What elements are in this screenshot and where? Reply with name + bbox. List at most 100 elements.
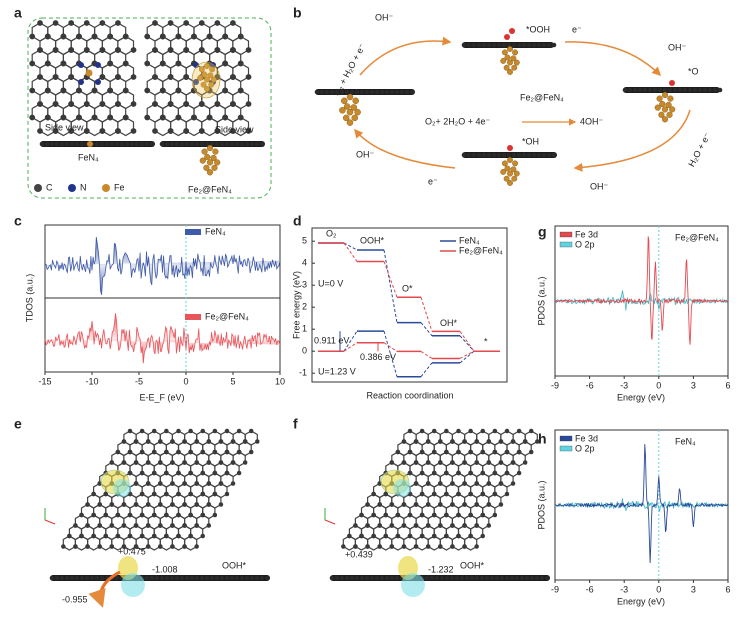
carbon-atom xyxy=(486,523,492,528)
connector xyxy=(343,330,358,352)
side-atom xyxy=(179,141,185,147)
carbon-atom xyxy=(389,460,395,465)
panel-e xyxy=(44,428,270,597)
carbon-atom xyxy=(152,428,157,434)
carbon-atom xyxy=(145,544,151,549)
carbon-atom xyxy=(425,481,431,486)
side-atom xyxy=(514,575,520,581)
side-atom xyxy=(244,141,250,147)
fe-atom xyxy=(341,97,348,105)
fe-center xyxy=(85,69,93,77)
fe-atom xyxy=(661,106,669,113)
side-atom xyxy=(164,575,170,581)
axis-glyph xyxy=(324,519,336,525)
carbon-atom xyxy=(419,428,425,434)
carbon-atom xyxy=(468,449,473,455)
axis-label: Energy (eV) xyxy=(617,596,665,606)
label: OH⁻ xyxy=(590,181,609,191)
carbon-atom xyxy=(438,439,443,444)
side-atom xyxy=(439,575,445,581)
carbon-atom xyxy=(167,47,174,53)
carbon-atom xyxy=(91,87,98,94)
arrow xyxy=(573,109,691,172)
legend-swatch xyxy=(185,229,201,235)
carbon-atom xyxy=(175,114,182,121)
side-atom xyxy=(229,575,235,581)
side-atom xyxy=(389,89,395,95)
side-atom xyxy=(489,575,495,581)
carbon-atom xyxy=(182,502,187,507)
fe-atom xyxy=(667,95,674,102)
side-atom xyxy=(364,575,370,581)
carbon-atom xyxy=(91,533,96,539)
carbon-atom xyxy=(341,544,346,549)
side-atom xyxy=(399,89,405,95)
side-atom xyxy=(99,575,105,581)
label: Fe₂@FeN₄ xyxy=(188,184,232,194)
side-atom xyxy=(491,42,497,48)
carbon-atom xyxy=(109,460,115,465)
fe-atom xyxy=(659,100,666,108)
carbon-atom xyxy=(175,60,182,67)
carbon-atom xyxy=(145,523,151,528)
carbon-atom xyxy=(444,491,449,497)
carbon-atom xyxy=(438,502,443,507)
carbon-atom xyxy=(121,439,127,444)
side-atom xyxy=(652,87,658,93)
carbon-atom xyxy=(115,74,121,80)
carbon-atom xyxy=(245,47,252,53)
carbon-atom xyxy=(510,481,516,486)
label: H₂O + e⁻ xyxy=(686,131,712,169)
carbon-atom xyxy=(444,449,449,455)
x-tick-label: 5 xyxy=(230,376,235,386)
side-atom xyxy=(702,87,708,93)
label: -1.008 xyxy=(152,564,178,574)
carbon-atom xyxy=(237,87,244,94)
carbon-atom xyxy=(164,491,169,497)
side-atom xyxy=(344,575,350,581)
side-atom xyxy=(544,575,550,581)
carbon-atom xyxy=(194,439,199,444)
side-atom xyxy=(369,89,375,95)
axis-label: E-E_F (eV) xyxy=(139,392,184,402)
carbon-atom xyxy=(425,460,431,465)
connector xyxy=(343,342,358,352)
carbon-atom xyxy=(486,481,492,486)
carbon-atom xyxy=(175,87,182,94)
side-atom xyxy=(541,42,547,48)
side-atom xyxy=(379,575,385,581)
carbon-atom xyxy=(401,439,407,444)
side-atom xyxy=(189,575,195,581)
carbon-atom xyxy=(498,502,504,507)
side-atom xyxy=(114,575,120,581)
carbon-atom xyxy=(44,60,51,67)
label: *OOH xyxy=(526,24,550,34)
carbon-atom xyxy=(97,502,102,507)
side-atom xyxy=(54,575,60,581)
carbon-atom xyxy=(444,470,449,476)
carbon-atom xyxy=(395,512,401,518)
carbon-atom xyxy=(236,449,242,455)
carbon-atom xyxy=(127,470,133,476)
side-atom xyxy=(511,42,517,48)
carbon-atom xyxy=(413,460,419,465)
carbon-atom xyxy=(200,512,205,518)
label: OH⁻ xyxy=(356,149,375,159)
side-atom xyxy=(59,575,65,581)
carbon-atom xyxy=(456,449,461,455)
label: 0.911 eV xyxy=(314,336,349,346)
side-atom xyxy=(546,152,552,158)
fe-atom xyxy=(346,93,354,101)
fe-atom xyxy=(206,144,214,152)
x-tick-label: 0 xyxy=(656,380,661,390)
side-atom xyxy=(254,575,260,581)
axis-glyph xyxy=(44,519,56,525)
carbon-atom xyxy=(353,523,358,528)
fe-atom xyxy=(199,157,206,164)
fe-atom xyxy=(204,63,210,69)
dos-curve xyxy=(554,236,729,345)
panel-label: g xyxy=(538,224,547,240)
carbon-atom xyxy=(61,544,66,549)
carbon-atom xyxy=(73,523,78,528)
fe-atom xyxy=(201,71,208,78)
